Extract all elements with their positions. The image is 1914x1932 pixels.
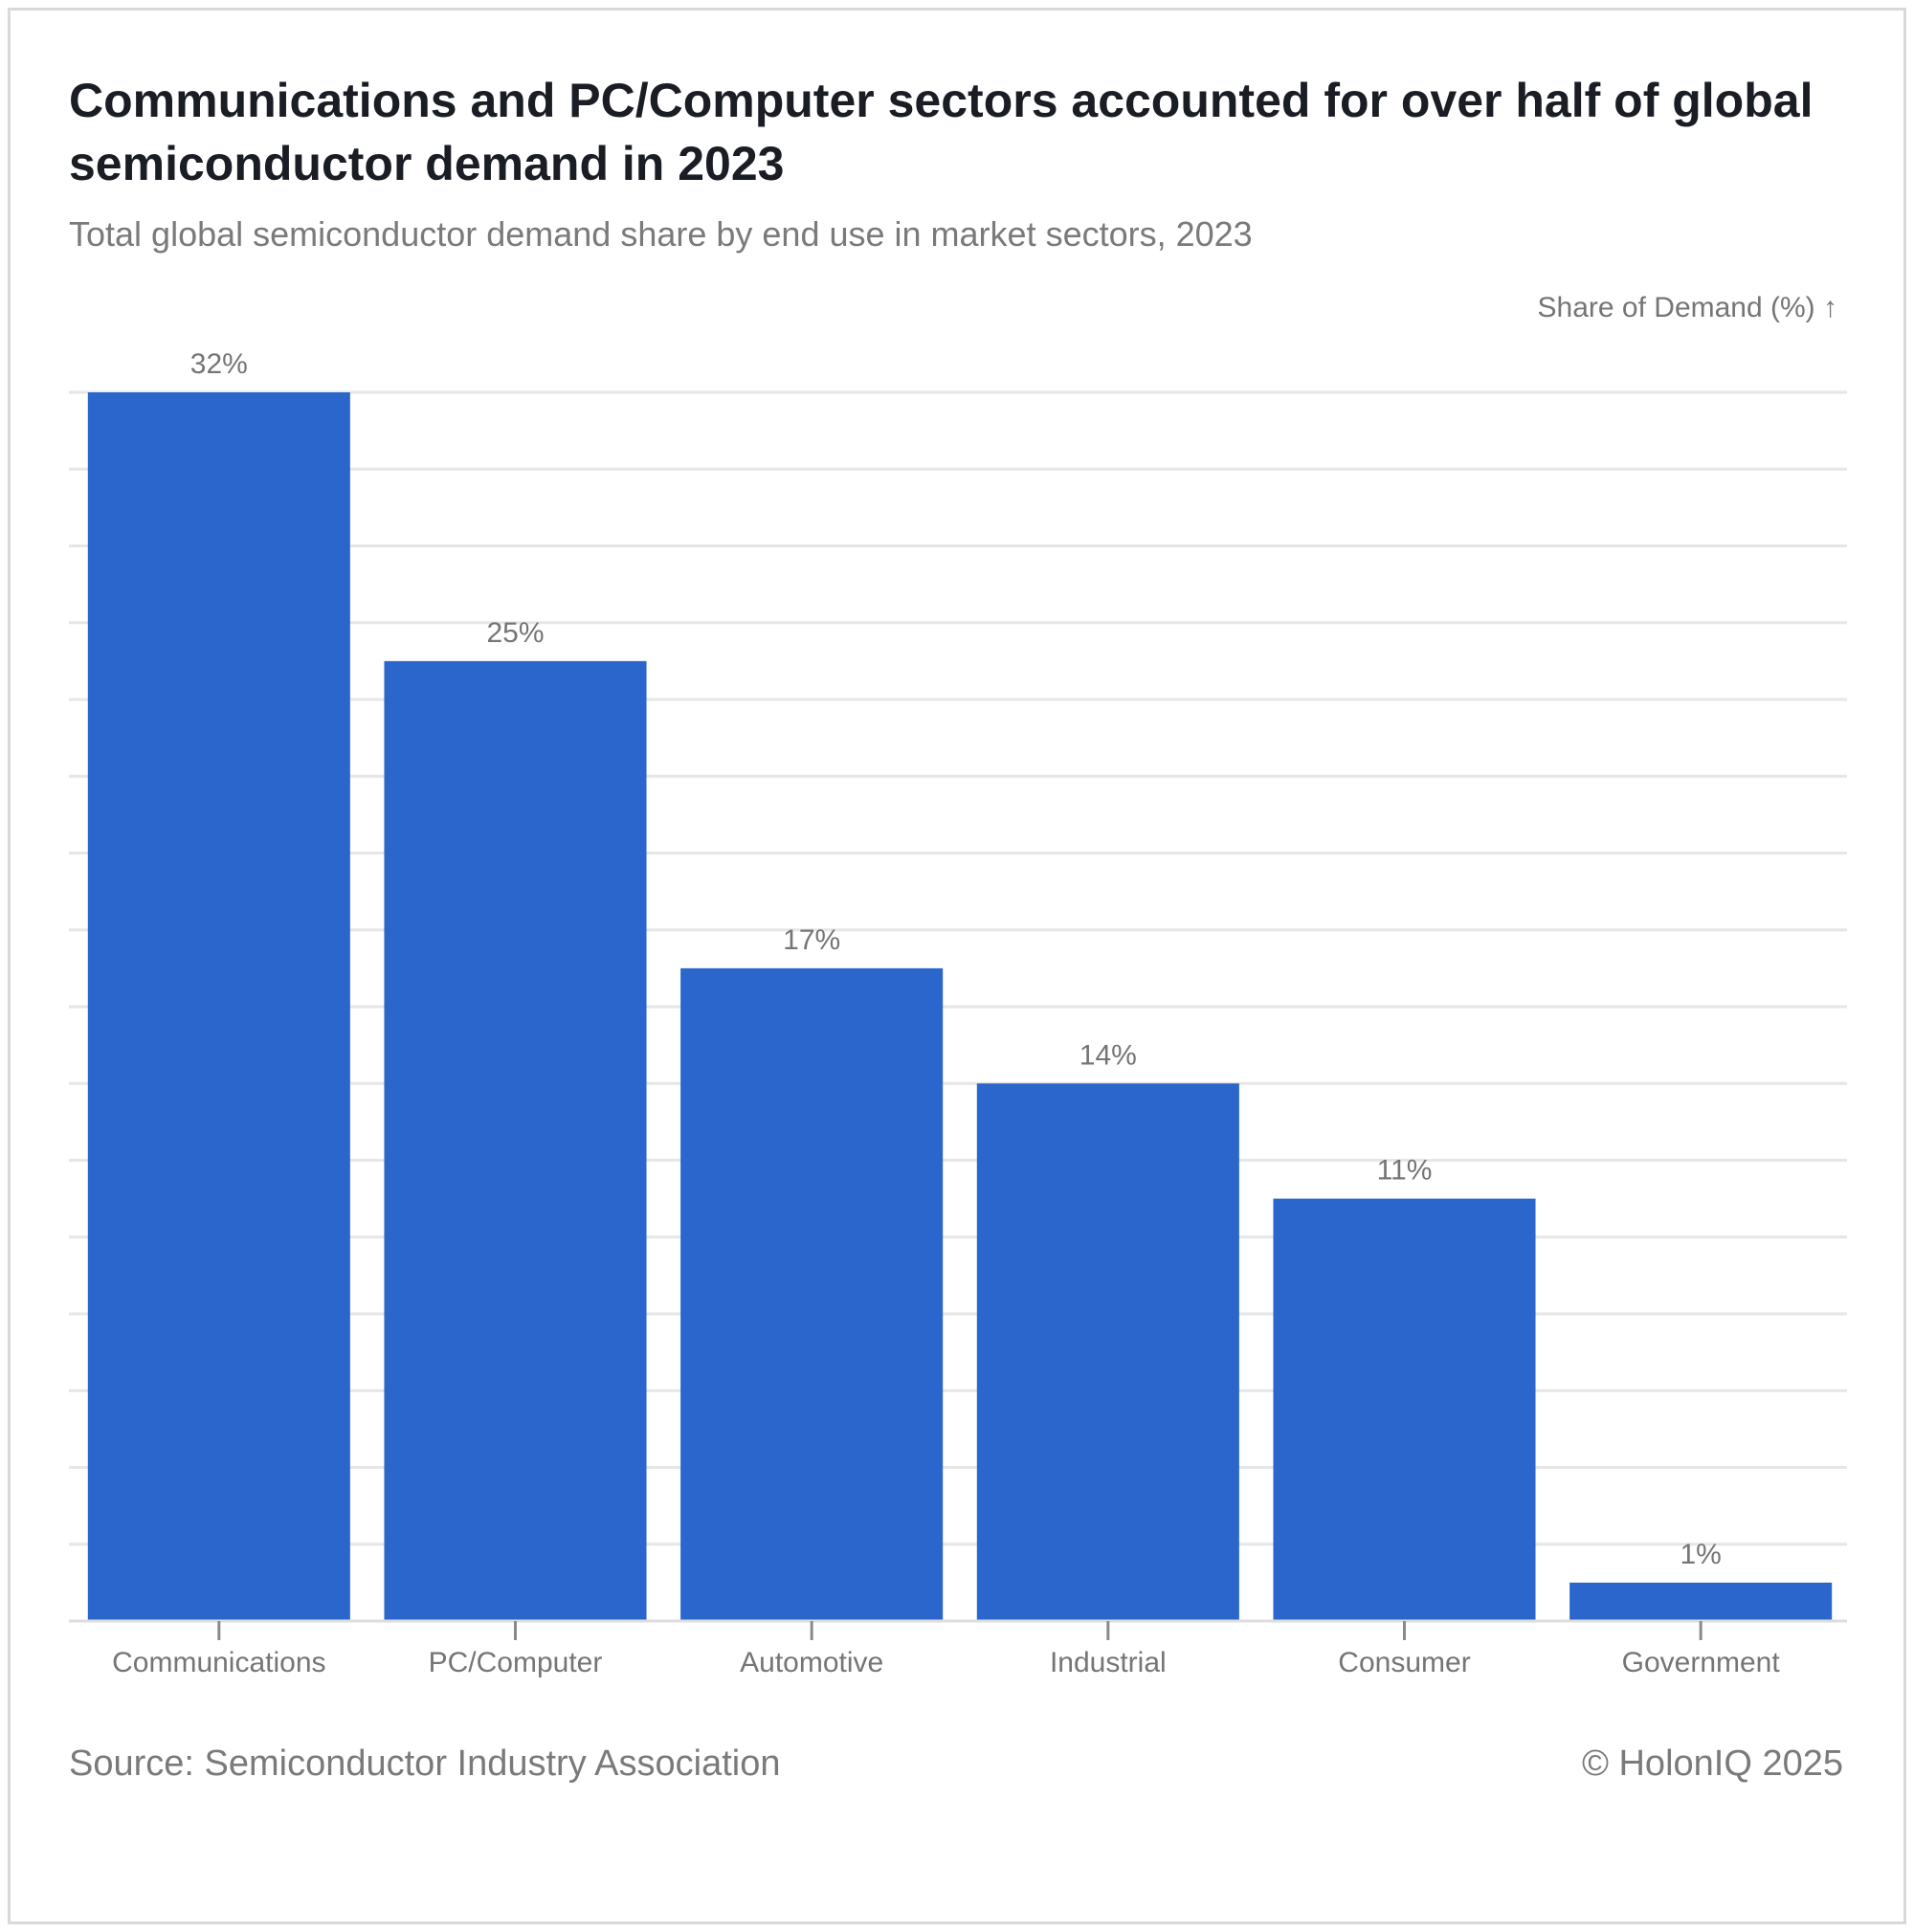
copyright-note: © HolonIQ 2025 [1581, 1743, 1843, 1784]
chart-title: Communications and PC/Computer sectors a… [69, 74, 1814, 190]
x-tick-label: Automotive [740, 1647, 883, 1678]
source-note: Source: Semiconductor Industry Associati… [69, 1743, 781, 1784]
x-tick-label: Industrial [1050, 1647, 1167, 1678]
value-label: 25% [486, 617, 544, 649]
x-tick-label: Communications [112, 1647, 325, 1678]
x-tick-label: PC/Computer [429, 1647, 603, 1678]
value-label: 32% [190, 348, 248, 380]
value-label: 14% [1079, 1039, 1137, 1071]
x-tick-label: Government [1622, 1647, 1781, 1678]
value-labels: 32% 25% 17% 14% 11% 1% [190, 348, 1722, 1570]
chart-subtitle: Total global semiconductor demand share … [69, 214, 1253, 254]
y-axis-label: Share of Demand (%) ↑ [1538, 292, 1837, 323]
x-axis-tick-labels: Communications PC/Computer Automotive Indus… [112, 1647, 1780, 1678]
bar-government [1569, 1582, 1833, 1621]
value-label: 17% [783, 924, 840, 956]
value-label: 11% [1377, 1155, 1433, 1187]
bar-communications [87, 392, 350, 1621]
x-axis-ticks [217, 1621, 1703, 1640]
bar-automotive [680, 967, 944, 1621]
x-tick-label: Consumer [1338, 1647, 1470, 1678]
bars [87, 392, 1833, 1621]
value-label: 1% [1680, 1539, 1721, 1570]
bar-consumer [1273, 1198, 1536, 1621]
bar-pc-computer [384, 660, 647, 1621]
bar-industrial [976, 1083, 1239, 1621]
